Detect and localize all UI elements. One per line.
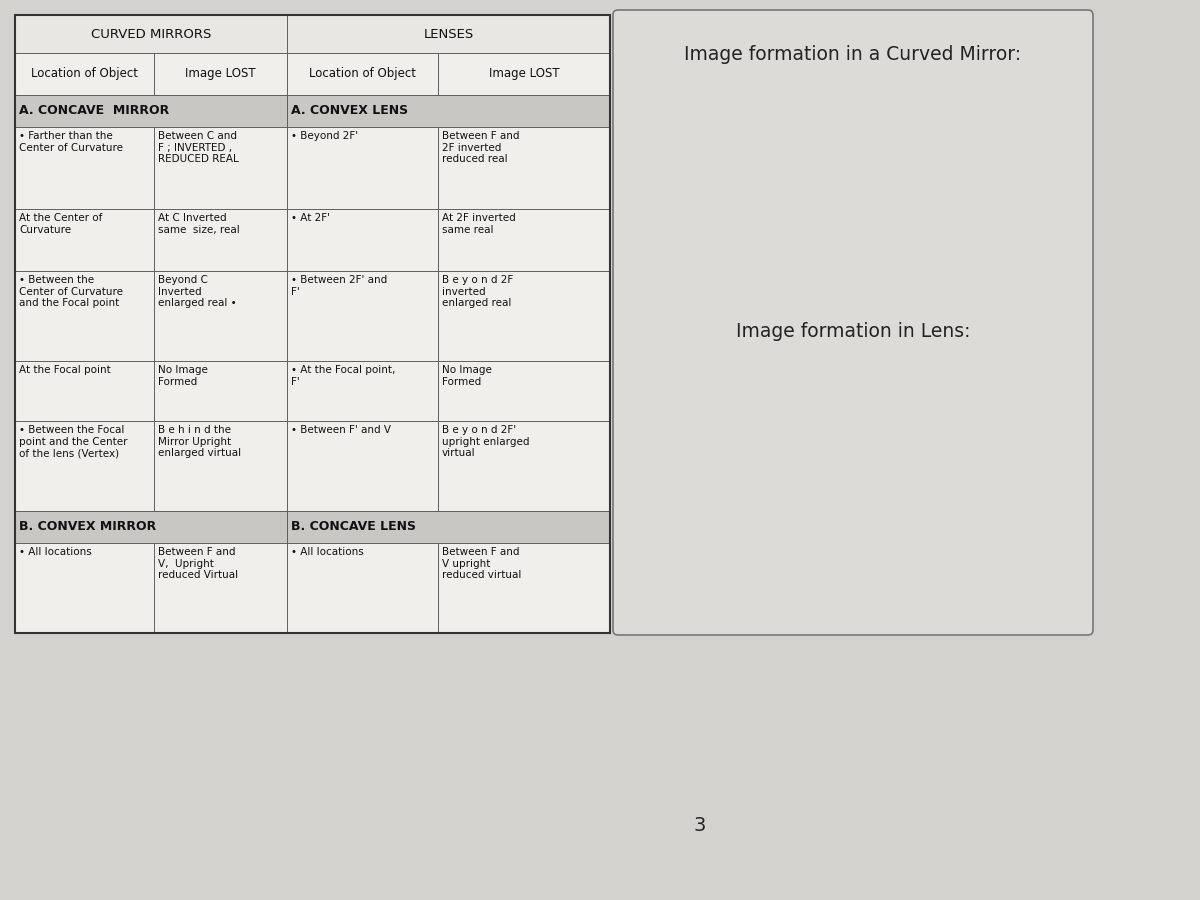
Bar: [438, 271, 610, 361]
Bar: [438, 209, 610, 271]
Text: B e y o n d 2F
inverted
enlarged real: B e y o n d 2F inverted enlarged real: [442, 275, 514, 308]
Bar: [154, 543, 287, 633]
Bar: [287, 421, 438, 511]
Bar: [14, 361, 154, 421]
Bar: [14, 127, 154, 209]
Text: • At the Focal point,
F': • At the Focal point, F': [292, 365, 395, 387]
Text: B e h i n d the
Mirror Upright
enlarged virtual: B e h i n d the Mirror Upright enlarged …: [158, 425, 241, 458]
Text: At the Center of
Curvature: At the Center of Curvature: [19, 213, 102, 235]
Bar: [287, 95, 610, 127]
Bar: [287, 271, 438, 361]
Text: Between F and
V upright
reduced virtual: Between F and V upright reduced virtual: [442, 547, 521, 580]
Text: Image formation in a Curved Mirror:: Image formation in a Curved Mirror:: [684, 45, 1021, 64]
Bar: [154, 53, 287, 95]
Text: B e y o n d 2F'
upright enlarged
virtual: B e y o n d 2F' upright enlarged virtual: [442, 425, 529, 458]
Text: • Between 2F' and
F': • Between 2F' and F': [292, 275, 388, 297]
Text: Beyond C
Inverted
enlarged real •: Beyond C Inverted enlarged real •: [158, 275, 236, 308]
Bar: [438, 127, 610, 209]
Bar: [287, 209, 438, 271]
Text: LENSES: LENSES: [424, 28, 474, 40]
Text: • All locations: • All locations: [292, 547, 364, 557]
Text: Image LOST: Image LOST: [488, 68, 559, 80]
Text: B. CONVEX MIRROR: B. CONVEX MIRROR: [19, 520, 156, 534]
Text: A. CONCAVE  MIRROR: A. CONCAVE MIRROR: [19, 104, 169, 118]
Text: Location of Object: Location of Object: [31, 68, 138, 80]
Bar: [154, 209, 287, 271]
Text: At 2F inverted
same real: At 2F inverted same real: [442, 213, 516, 235]
Text: Between F and
2F inverted
reduced real: Between F and 2F inverted reduced real: [442, 131, 520, 164]
Bar: [287, 543, 438, 633]
Bar: [287, 53, 438, 95]
Text: Image LOST: Image LOST: [185, 68, 256, 80]
Bar: [438, 361, 610, 421]
Bar: [14, 53, 154, 95]
Bar: [154, 271, 287, 361]
Text: No Image
Formed: No Image Formed: [158, 365, 208, 387]
Bar: [287, 127, 438, 209]
Bar: [14, 15, 287, 53]
Text: Between F and
V,  Upright
reduced Virtual: Between F and V, Upright reduced Virtual: [158, 547, 238, 580]
Text: • Between F' and V: • Between F' and V: [292, 425, 391, 435]
Text: • All locations: • All locations: [19, 547, 91, 557]
Text: CURVED MIRRORS: CURVED MIRRORS: [91, 28, 211, 40]
Bar: [287, 361, 438, 421]
Text: • Between the Focal
point and the Center
of the lens (Vertex): • Between the Focal point and the Center…: [19, 425, 127, 458]
Text: Image formation in Lens:: Image formation in Lens:: [736, 322, 971, 341]
Text: A. CONVEX LENS: A. CONVEX LENS: [292, 104, 408, 118]
Text: Location of Object: Location of Object: [310, 68, 416, 80]
Bar: [154, 127, 287, 209]
Text: • Beyond 2F': • Beyond 2F': [292, 131, 358, 141]
Text: • At 2F': • At 2F': [292, 213, 330, 223]
Bar: [14, 271, 154, 361]
Text: Between C and
F ; INVERTED ,
REDUCED REAL: Between C and F ; INVERTED , REDUCED REA…: [158, 131, 239, 164]
Bar: [14, 511, 287, 543]
Bar: [287, 15, 610, 53]
Bar: [154, 361, 287, 421]
Text: No Image
Formed: No Image Formed: [442, 365, 492, 387]
Text: • Between the
Center of Curvature
and the Focal point: • Between the Center of Curvature and th…: [19, 275, 124, 308]
Bar: [438, 421, 610, 511]
FancyBboxPatch shape: [613, 10, 1093, 635]
Bar: [14, 543, 154, 633]
Bar: [438, 543, 610, 633]
Bar: [438, 53, 610, 95]
Text: At C Inverted
same  size, real: At C Inverted same size, real: [158, 213, 240, 235]
Bar: [14, 421, 154, 511]
Bar: [154, 421, 287, 511]
Text: B. CONCAVE LENS: B. CONCAVE LENS: [292, 520, 416, 534]
Text: At the Focal point: At the Focal point: [19, 365, 110, 375]
Bar: [14, 95, 287, 127]
Bar: [14, 15, 610, 633]
Bar: [14, 209, 154, 271]
Text: • Farther than the
Center of Curvature: • Farther than the Center of Curvature: [19, 131, 124, 153]
Bar: [287, 511, 610, 543]
Text: 3: 3: [694, 816, 706, 835]
